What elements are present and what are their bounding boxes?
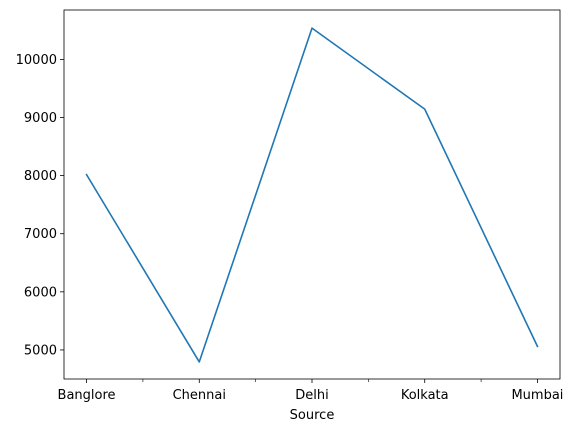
y-tick-label: 8000 bbox=[24, 169, 57, 184]
y-tick-label: 9000 bbox=[24, 111, 57, 126]
x-tick-label: Banglore bbox=[58, 388, 116, 403]
y-tick-label: 10000 bbox=[16, 53, 57, 68]
x-tick-label: Delhi bbox=[295, 388, 328, 403]
y-axis-ticks: 5000 6000 7000 8000 9000 10000 bbox=[16, 53, 64, 358]
x-tick-label: Mumbai bbox=[511, 388, 563, 403]
y-tick-label: 7000 bbox=[24, 227, 57, 242]
x-axis-ticks: Banglore Chennai Delhi Kolkata Mumbai bbox=[58, 379, 563, 403]
y-tick-label: 5000 bbox=[24, 343, 57, 358]
x-tick-label: Kolkata bbox=[401, 388, 449, 403]
x-tick-label: Chennai bbox=[173, 388, 226, 403]
y-tick-label: 6000 bbox=[24, 285, 57, 300]
x-axis-title: Source bbox=[290, 408, 335, 423]
series-line bbox=[85, 27, 539, 363]
plot-frame bbox=[63, 9, 561, 380]
series-layer bbox=[85, 27, 539, 363]
